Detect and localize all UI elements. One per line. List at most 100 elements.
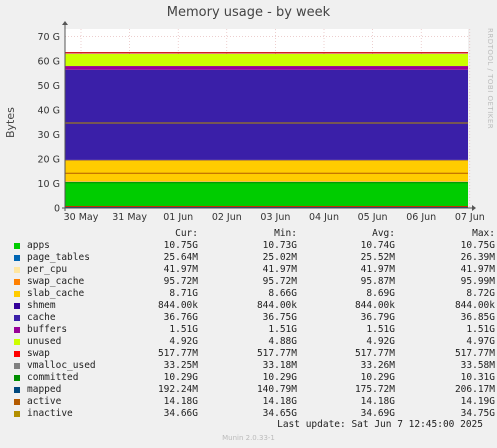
legend-item-per-cpu: per_cpu 41.97M 41.97M 41.97M 41.97M — [12, 264, 495, 276]
legend-value-min: 140.79M — [256, 384, 297, 395]
legend-value-max: 10.31G — [460, 372, 495, 383]
stacked-areas — [65, 53, 468, 208]
munin-version: Munin 2.0.33-1 — [222, 434, 275, 442]
legend-swatch — [14, 255, 20, 261]
legend-value-avg: 175.72M — [354, 384, 395, 395]
y-tick-label: 30 G — [38, 130, 60, 141]
legend-value-min: 517.77M — [256, 348, 297, 359]
y-tick-label: 20 G — [38, 154, 60, 165]
header-min: Min: — [274, 228, 297, 239]
legend-value-avg: 1.51G — [366, 324, 395, 335]
legend-item-apps: apps 10.75G 10.73G 10.74G 10.75G — [12, 240, 495, 252]
legend-swatch — [14, 363, 20, 369]
legend-value-min: 33.18M — [262, 360, 297, 371]
legend-value-cur: 8.71G — [169, 288, 198, 299]
legend-label: swap_cache — [27, 276, 85, 287]
legend-item-buffers: buffers 1.51G 1.51G 1.51G 1.51G — [12, 324, 495, 336]
legend-label: per_cpu — [27, 264, 68, 275]
legend-value-cur: 33.25M — [163, 360, 198, 371]
legend-value-cur: 41.97M — [163, 264, 198, 275]
legend-item-swap: swap 517.77M 517.77M 517.77M 517.77M — [12, 348, 495, 360]
legend-swatch — [14, 339, 20, 345]
legend-value-cur: 192.24M — [157, 384, 198, 395]
legend-value-cur: 25.64M — [163, 252, 198, 263]
x-tick-label: 03 Jun — [260, 212, 290, 223]
legend-value-min: 25.02M — [262, 252, 297, 263]
legend-item-mapped: mapped 192.24M 140.79M 175.72M 206.17M — [12, 384, 495, 396]
legend-label: page_tables — [27, 252, 90, 263]
y-tick-label: 70 G — [38, 32, 60, 43]
legend-value-avg: 10.29G — [360, 372, 395, 383]
header-max: Max: — [472, 228, 495, 239]
legend-label: cache — [27, 312, 56, 323]
legend-swatch — [14, 291, 20, 297]
legend-swatch — [14, 303, 20, 309]
legend-swatch — [14, 279, 20, 285]
legend-value-avg: 34.69G — [360, 408, 395, 419]
legend-value-max: 34.75G — [460, 408, 495, 419]
last-update: Last update: Sat Jun 7 12:45:00 2025 — [277, 419, 483, 430]
x-tick-label: 01 Jun — [163, 212, 193, 223]
chart-title: Memory usage - by week — [166, 5, 331, 20]
legend-swatch — [14, 387, 20, 393]
x-tick-label: 06 Jun — [406, 212, 436, 223]
legend-value-max: 517.77M — [454, 348, 495, 359]
legend-value-cur: 1.51G — [169, 324, 198, 335]
legend-value-min: 844.00k — [256, 300, 297, 311]
legend-value-max: 8.72G — [466, 288, 495, 299]
legend-label: vmalloc_used — [27, 360, 96, 371]
legend-label: unused — [27, 336, 62, 347]
legend-swatch — [14, 243, 20, 249]
legend-item-slab-cache: slab_cache 8.71G 8.66G 8.69G 8.72G — [12, 288, 495, 300]
legend-item-swap-cache: swap_cache 95.72M 95.72M 95.87M 95.99M — [12, 276, 495, 288]
x-tick-labels: 30 May 31 May 01 Jun 02 Jun 03 Jun 04 Jun 05 J… — [64, 212, 485, 223]
area-buffers — [65, 66, 468, 70]
legend-value-max: 41.97M — [460, 264, 495, 275]
legend-value-cur: 10.29G — [163, 372, 198, 383]
legend-label: buffers — [27, 324, 68, 335]
legend: Cur: Min: Avg: Max: apps 10.75G 10.73G 10.7… — [12, 228, 495, 420]
legend-rows: apps 10.75G 10.73G 10.74G 10.75G page_tables 2… — [12, 240, 495, 420]
area-apps — [65, 181, 468, 208]
header-avg: Avg: — [372, 228, 395, 239]
legend-value-cur: 95.72M — [163, 276, 198, 287]
legend-value-min: 41.97M — [262, 264, 297, 275]
legend-item-unused: unused 4.92G 4.88G 4.92G 4.97G — [12, 336, 495, 348]
legend-value-cur: 14.18G — [163, 396, 198, 407]
legend-item-cache: cache 36.76G 36.75G 36.79G 36.85G — [12, 312, 495, 324]
x-tick-label: 05 Jun — [358, 212, 388, 223]
legend-value-min: 36.75G — [262, 312, 297, 323]
area-unused — [65, 53, 468, 67]
legend-swatch — [14, 351, 20, 357]
x-tick-label: 04 Jun — [309, 212, 339, 223]
legend-value-max: 206.17M — [454, 384, 495, 395]
legend-label: active — [27, 396, 62, 407]
legend-value-min: 14.18G — [262, 396, 297, 407]
legend-item-shmem: shmem 844.00k 844.00k 844.00k 844.00k — [12, 300, 495, 312]
legend-value-cur: 10.75G — [163, 240, 198, 251]
x-tick-label: 02 Jun — [212, 212, 242, 223]
x-tick-label: 07 Jun — [455, 212, 485, 223]
legend-value-avg: 95.87M — [360, 276, 395, 287]
y-tick-labels: 0 10 G 20 G 30 G 40 G 50 G 60 G 70 G — [38, 32, 60, 215]
legend-item-vmalloc-used: vmalloc_used 33.25M 33.18M 33.26M 33.58M — [12, 360, 495, 372]
legend-value-avg: 844.00k — [354, 300, 395, 311]
legend-swatch — [14, 267, 20, 273]
legend-value-cur: 34.66G — [163, 408, 198, 419]
axes — [62, 21, 476, 211]
legend-value-max: 14.19G — [460, 396, 495, 407]
legend-header: Cur: Min: Avg: Max: — [12, 228, 495, 240]
area-slab-cache — [65, 159, 468, 182]
legend-item-active: active 14.18G 14.18G 14.18G 14.19G — [12, 396, 495, 408]
legend-value-avg: 8.69G — [366, 288, 395, 299]
legend-value-max: 844.00k — [454, 300, 495, 311]
legend-item-page-tables: page_tables 25.64M 25.02M 25.52M 26.39M — [12, 252, 495, 264]
legend-value-min: 34.65G — [262, 408, 297, 419]
legend-value-min: 4.88G — [268, 336, 297, 347]
y-tick-label: 0 — [54, 204, 60, 215]
legend-value-avg: 517.77M — [354, 348, 395, 359]
legend-item-committed: committed 10.29G 10.29G 10.29G 10.31G — [12, 372, 495, 384]
legend-swatch — [14, 375, 20, 381]
legend-value-min: 95.72M — [262, 276, 297, 287]
legend-value-avg: 33.26M — [360, 360, 395, 371]
